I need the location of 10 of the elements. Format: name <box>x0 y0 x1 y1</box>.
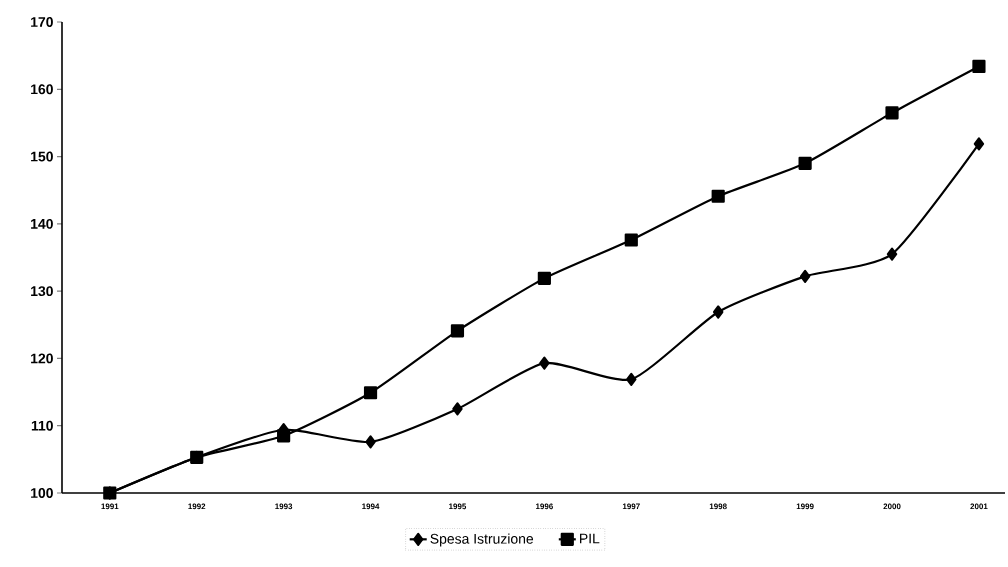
y-tick-label: 130 <box>31 286 53 297</box>
y-tick-label: 100 <box>31 488 53 498</box>
legend-label: PIL <box>580 533 600 544</box>
y-tick-label: 160 <box>31 84 53 95</box>
y-tick-label: 140 <box>31 218 53 229</box>
y-tick-label: 150 <box>31 151 53 162</box>
legend-label: Spesa Istruzione <box>430 533 534 547</box>
y-tick-label: 170 <box>31 17 53 27</box>
y-tick-label: 120 <box>31 353 53 364</box>
y-tick-label: 110 <box>31 420 53 431</box>
